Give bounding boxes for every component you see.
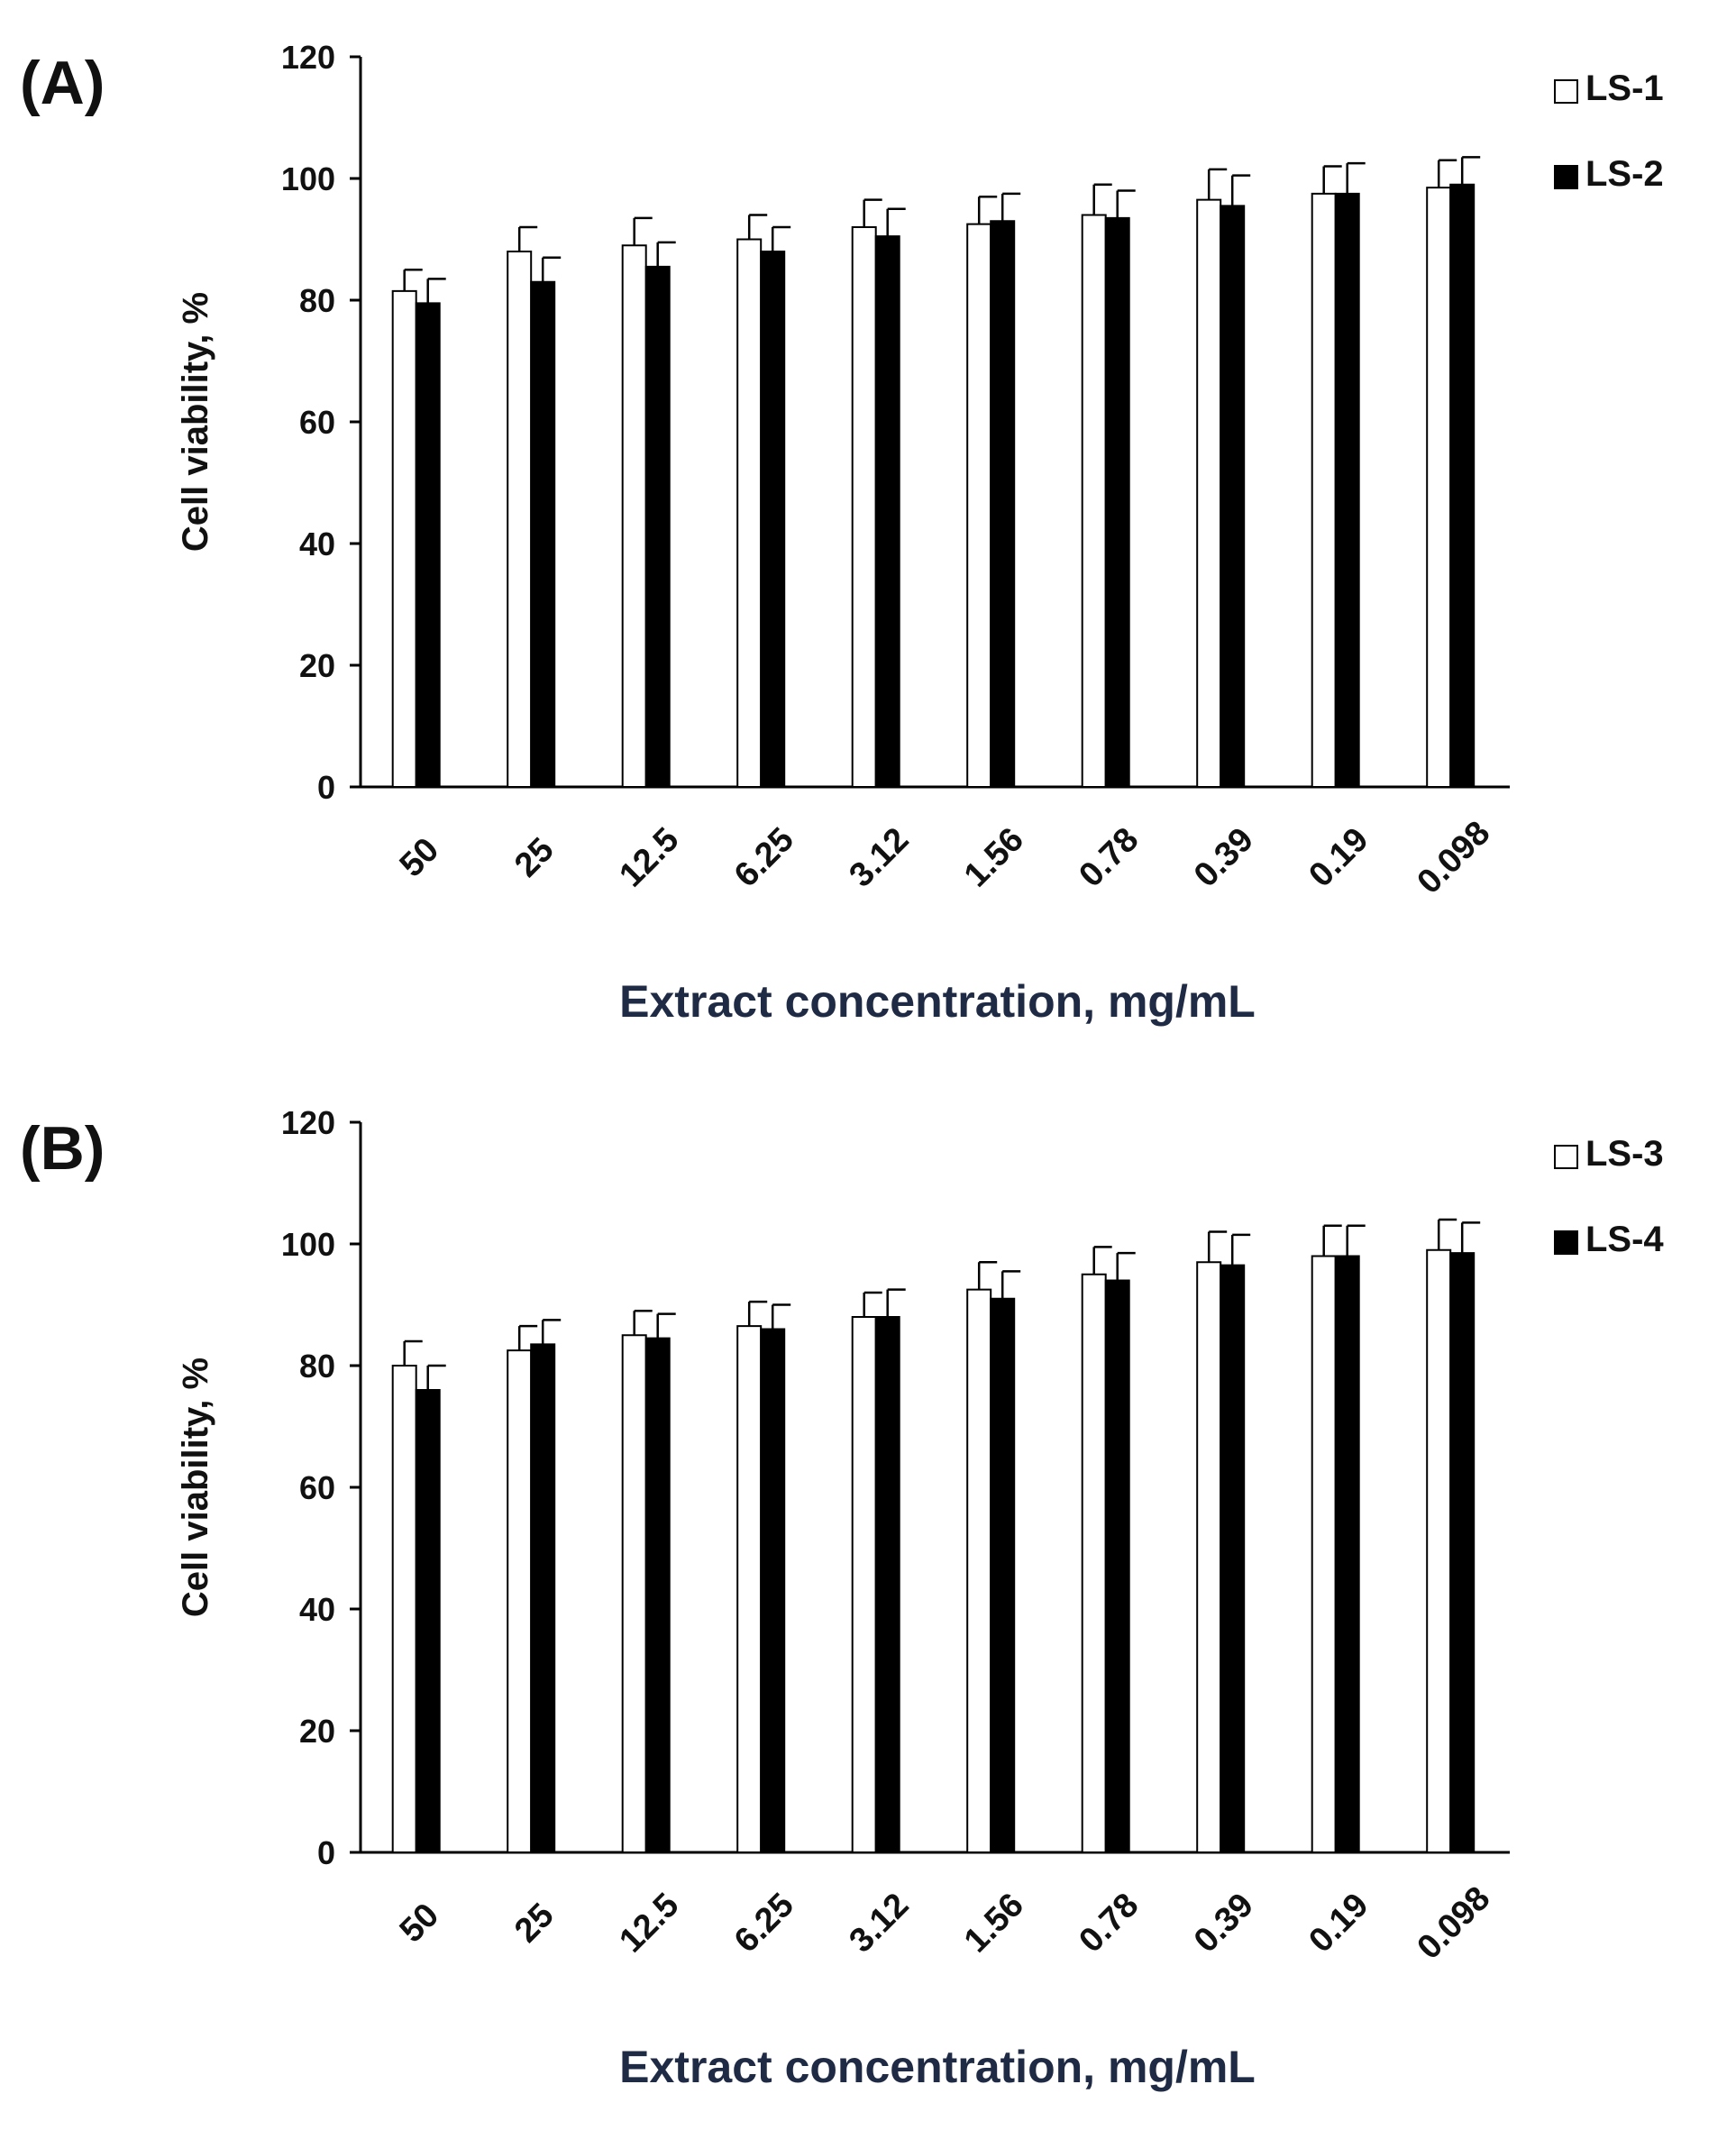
chart-a-bar-ls-1 [1081,214,1107,788]
chart-b-category-label: 1.56 [957,1887,1031,1961]
chart-a-y-tick-label: 20 [299,647,335,684]
chart-b-bar-ls-3 [1081,1273,1107,1853]
chart-panel-b: (B) 0 20 40 60 80 100 120 50 25 12.5 6.25 3.12 1.56 0.… [0,1065,1736,2130]
chart-a-category-label: 50 [393,831,447,885]
chart-b-y-tick-label: 100 [281,1226,335,1263]
chart-b-legend-swatch-ls-4 [1554,1230,1578,1255]
chart-b-bar-ls-4 [1334,1255,1360,1853]
chart-b-category-label: 12.5 [612,1887,686,1961]
chart-b-svg: (B) 0 20 40 60 80 100 120 50 25 12.5 6.25 3.12 1.56 0.… [20,1104,1664,2092]
chart-a-bar-ls-2 [874,235,900,788]
chart-b-category-label: 0.39 [1187,1887,1261,1961]
chart-a-panel-label: (A) [20,49,105,117]
chart-a-y-tick-label: 100 [281,160,335,197]
chart-b-legend-label-ls-3: LS-3 [1585,1134,1664,1174]
chart-a-bar-ls-1 [1196,198,1222,788]
chart-a-bar-ls-2 [415,302,441,788]
chart-a-category-label: 0.098 [1410,814,1497,901]
chart-b-y-axis-title: Cell viability, % [176,1358,215,1617]
chart-a-x-axis-title: Extract concentration, mg/mL [619,976,1256,1027]
chart-b-bar-ls-4 [990,1297,1016,1853]
chart-a-category-label: 0.78 [1072,821,1146,895]
chart-b-y-tick-label: 120 [281,1104,335,1141]
chart-b-category-label: 50 [393,1897,447,1951]
chart-b-y-tick-label: 0 [317,1834,335,1871]
chart-b-bar-ls-3 [1196,1261,1222,1853]
chart-a-bar-ls-1 [621,244,647,788]
chart-a-y-tick-label: 120 [281,39,335,76]
chart-b-legend-label-ls-4: LS-4 [1585,1220,1664,1259]
chart-a-bar-ls-2 [1104,216,1130,788]
chart-a-bar-ls-1 [966,223,992,788]
chart-a-legend-swatch-ls-1 [1554,79,1578,104]
chart-a-category-label: 1.56 [957,821,1031,895]
chart-a-y-tick-label: 0 [317,769,335,806]
chart-a-svg: (A) 0 20 40 60 80 100 120 50 25 12.5 6.25 3.12 1.56 0.… [20,39,1664,1027]
chart-b-x-axis-title: Extract concentration, mg/mL [619,2042,1256,2092]
chart-a-bar-ls-1 [736,238,763,788]
chart-a-y-tick-label: 60 [299,404,335,441]
chart-b-category-label: 25 [507,1897,562,1951]
chart-b-bar-ls-3 [1311,1255,1337,1853]
chart-a-bar-ls-1 [507,251,533,788]
chart-a-category-label: 0.39 [1187,821,1261,895]
chart-b-bar-ls-3 [391,1365,417,1853]
chart-b-bar-ls-3 [621,1334,647,1853]
chart-b-y-tick-label: 20 [299,1713,335,1750]
chart-b-bar-ls-4 [1449,1252,1476,1853]
chart-a-bar-ls-1 [1311,192,1337,788]
chart-a-bar-ls-2 [990,220,1016,788]
chart-a-category-label: 0.19 [1302,821,1375,895]
chart-b-bar-ls-4 [415,1389,441,1853]
chart-b-bar-ls-4 [760,1328,786,1853]
chart-b-bar-ls-3 [1426,1248,1452,1853]
chart-a-category-label: 3.12 [842,821,916,895]
chart-a-bar-ls-2 [1220,205,1246,788]
chart-a-bar-ls-2 [1449,183,1476,788]
chart-b-y-tick-label: 40 [299,1591,335,1628]
chart-a-bar-ls-2 [760,251,786,788]
chart-a-y-tick-label: 80 [299,282,335,319]
chart-b-category-label: 0.098 [1410,1879,1497,1967]
chart-b-y-tick-label: 80 [299,1348,335,1385]
chart-a-y-tick-label: 40 [299,526,335,562]
chart-a-bar-ls-1 [391,289,417,788]
chart-b-category-label: 0.78 [1072,1887,1146,1961]
chart-a-legend-label-ls-2: LS-2 [1585,154,1664,194]
chart-b-bar-ls-3 [507,1349,533,1853]
chart-b-bar-ls-4 [874,1316,900,1853]
chart-b-bar-ls-4 [530,1343,556,1853]
chart-a-bar-ls-2 [644,265,671,788]
chart-a-bar-ls-1 [1426,187,1452,788]
chart-panel-a: (A) 0 20 40 60 80 100 120 50 25 12.5 6.25 3.12 1.56 0.… [20,39,1664,1027]
chart-b-bar-ls-4 [1104,1279,1130,1853]
chart-a-bar-ls-1 [851,226,877,788]
chart-a-legend-swatch-ls-2 [1554,165,1578,189]
chart-b-category-label: 0.19 [1302,1887,1375,1961]
chart-b-bar-ls-4 [1220,1264,1246,1853]
chart-a-category-label: 6.25 [727,821,801,895]
chart-a-category-label: 12.5 [612,821,686,895]
chart-a-category-label: 25 [507,831,562,885]
chart-b-bar-ls-3 [736,1325,763,1853]
chart-b-y-tick-label: 60 [299,1469,335,1506]
chart-b-category-label: 6.25 [727,1887,801,1961]
chart-b-panel-label: (B) [20,1114,105,1183]
chart-a-bar-ls-2 [530,280,556,788]
chart-a-bar-ls-2 [1334,192,1360,788]
chart-b-legend-swatch-ls-3 [1554,1145,1578,1169]
chart-b-bar-ls-4 [644,1337,671,1853]
chart-b-category-label: 3.12 [842,1887,916,1961]
chart-b-bar-ls-3 [966,1288,992,1853]
chart-b-bar-ls-3 [851,1316,877,1853]
chart-a-legend-label-ls-1: LS-1 [1585,69,1664,108]
chart-a-y-axis-title: Cell viability, % [176,292,215,552]
